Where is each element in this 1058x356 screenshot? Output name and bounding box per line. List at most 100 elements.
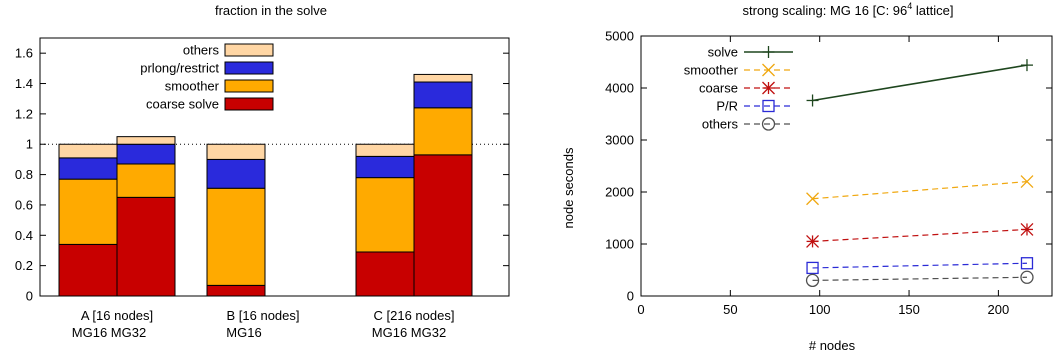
legend-marker-others-ring <box>761 117 776 131</box>
legend-marker-p-r-box <box>762 99 775 113</box>
legend-swatch-coarse-solve <box>224 97 274 111</box>
bar-labels-b-16-nodes: MG16 <box>226 325 261 340</box>
y-tick-label: 1000 <box>605 237 634 252</box>
strong-scaling-line-chart: strong scaling: MG 16 [C: 964 lattice] n… <box>561 1 1053 353</box>
bar-segment-b-16-nodes-mg16-prlong-restrict <box>206 158 266 189</box>
series-point-coarse-1-d2 <box>1020 222 1034 236</box>
series-line-p-r <box>812 262 1027 269</box>
line-chart-xlabel: # nodes <box>809 338 856 353</box>
line-chart-title-main: strong scaling: MG 16 [C: 96 <box>743 3 908 18</box>
series-point-solve-0 <box>806 94 819 107</box>
bar-segment-a-16-nodes-mg32-prlong-restrict <box>116 143 176 165</box>
bar-segment-c-216-nodes-mg32-prlong-restrict <box>413 81 473 109</box>
bar-segment-c-216-nodes-mg32-coarse-solve <box>413 154 473 297</box>
legend-marker-solve <box>762 46 775 58</box>
bar-segment-a-16-nodes-mg32-smoother <box>116 163 176 198</box>
y-tick-label: 1 <box>26 137 33 152</box>
series-line-solve <box>812 64 1028 102</box>
bar-segment-c-216-nodes-mg32-smoother <box>413 107 473 156</box>
y-tick-label: 0 <box>26 289 33 304</box>
legend-label-others: others <box>702 117 739 132</box>
group-label-a-16-nodes: A [16 nodes] <box>81 308 153 323</box>
group-label-c-216-nodes: C [216 nodes] <box>374 308 455 323</box>
bar-segment-b-16-nodes-mg16-coarse-solve <box>206 284 266 297</box>
bar-segment-a-16-nodes-mg16-others <box>58 143 118 159</box>
y-tick-label: 0.6 <box>15 197 33 212</box>
y-tick-label: 0 <box>627 289 634 304</box>
legend-marker-coarse <box>762 81 775 95</box>
stacked-bar-chart: fraction in the solve 0 0.2 0.4 0.6 0.8 1 1.2 1… <box>15 3 510 340</box>
series-point-others-0 <box>805 273 820 288</box>
x-tick-label: 150 <box>898 302 920 317</box>
y-tick-label: 2000 <box>605 185 634 200</box>
bar-segment-b-16-nodes-mg16-others <box>206 143 266 160</box>
legend-label-smoother: smoother <box>165 79 220 94</box>
series-point-smoother-0 <box>806 192 820 206</box>
bar-segment-a-16-nodes-mg32-others <box>116 136 176 145</box>
y-tick-label: 0.8 <box>15 167 33 182</box>
legend-label-solve: solve <box>708 45 738 60</box>
legend-swatch-others <box>224 43 274 57</box>
series-point-coarse-0-d2 <box>806 234 820 248</box>
y-tick-label: 0.4 <box>15 228 33 243</box>
legend-swatch-smoother <box>224 79 274 93</box>
bar-segment-a-16-nodes-mg16-smoother <box>58 178 118 245</box>
series-point-coarse-1 <box>1020 222 1034 236</box>
legend-marker-others <box>761 117 776 131</box>
series-point-coarse-0 <box>806 234 820 248</box>
series-point-others-1-ring <box>1020 270 1034 284</box>
y-tick-label: 1.4 <box>15 76 33 91</box>
y-tick-label: 1.2 <box>15 106 33 121</box>
line-chart-title-superscript: 4 <box>907 1 912 11</box>
series-line-coarse <box>812 228 1028 242</box>
series-point-smoother-1-d2 <box>1020 175 1034 189</box>
legend-label-others: others <box>183 43 220 58</box>
bar-labels-a-16-nodes: MG16 MG32 <box>72 325 146 340</box>
group-label-b-16-nodes: B [16 nodes] <box>227 308 300 323</box>
y-tick-label: 4000 <box>605 81 634 96</box>
bar-segment-a-16-nodes-mg32-coarse-solve <box>116 196 176 297</box>
series-line-smoother <box>812 181 1028 200</box>
bar-segment-c-216-nodes-mg32-others <box>413 73 473 83</box>
legend-marker-smoother-d2 <box>762 63 775 77</box>
legend-marker-coarse-d2 <box>762 81 775 95</box>
legend-label-prlong-restrict: prlong/restrict <box>140 61 219 76</box>
x-tick-label: 200 <box>988 302 1010 317</box>
y-tick-label: 3000 <box>605 133 634 148</box>
x-tick-label: 0 <box>637 302 644 317</box>
line-plot-frame <box>640 35 1053 297</box>
y-tick-label: 0.2 <box>15 258 33 273</box>
legend-swatch-prlong-restrict <box>224 61 274 75</box>
bar-segment-c-216-nodes-mg16-others <box>355 143 415 157</box>
legend-label-coarse-solve: coarse solve <box>146 97 219 112</box>
legend-marker-p-r <box>762 99 775 113</box>
series-point-smoother-1 <box>1020 175 1034 189</box>
line-chart-ylabel: node seconds <box>561 147 576 228</box>
legend-marker-smoother <box>762 63 775 77</box>
series-point-solve-1 <box>1020 59 1033 72</box>
series-point-p-r-0 <box>806 261 819 275</box>
x-tick-label: 50 <box>723 302 737 317</box>
legend-label-smoother: smoother <box>684 63 739 78</box>
series-point-others-0-ring <box>805 273 820 288</box>
legend-label-p-r: P/R <box>716 99 738 114</box>
series-point-others-1 <box>1020 270 1034 284</box>
series-point-p-r-1 <box>1020 257 1034 270</box>
legend-label-coarse: coarse <box>699 81 738 96</box>
bar-chart-title: fraction in the solve <box>215 3 327 18</box>
bar-labels-c-216-nodes: MG16 MG32 <box>372 325 446 340</box>
series-line-others <box>812 276 1027 281</box>
series-point-smoother-0-d2 <box>806 192 820 206</box>
y-tick-label: 5000 <box>605 29 634 44</box>
series-point-p-r-1-box <box>1020 257 1034 270</box>
line-chart-title-suffix: lattice] <box>912 3 953 18</box>
bar-segment-b-16-nodes-mg16-smoother <box>206 187 266 286</box>
bar-plot-frame <box>39 37 510 297</box>
bar-segment-a-16-nodes-mg16-coarse-solve <box>58 243 118 297</box>
bar-segment-c-216-nodes-mg16-coarse-solve <box>355 251 415 297</box>
bar-segment-c-216-nodes-mg16-prlong-restrict <box>355 155 415 179</box>
x-tick-label: 100 <box>809 302 831 317</box>
y-tick-label: 1.6 <box>15 46 33 61</box>
bar-segment-c-216-nodes-mg16-smoother <box>355 177 415 253</box>
